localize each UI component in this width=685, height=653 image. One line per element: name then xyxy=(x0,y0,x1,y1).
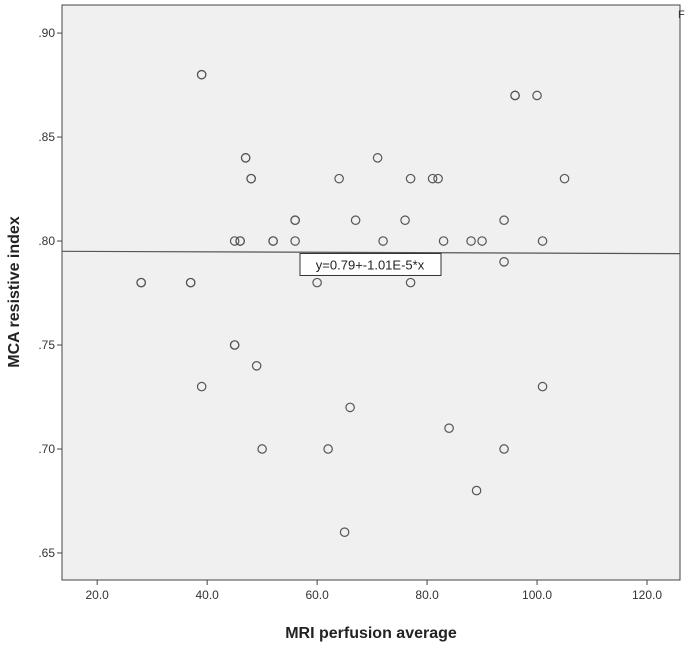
data-point xyxy=(185,277,196,288)
x-tick-label: 120.0 xyxy=(632,588,662,602)
data-point xyxy=(405,277,416,288)
data-point xyxy=(246,173,256,184)
data-point xyxy=(257,444,267,454)
data-point xyxy=(290,215,300,226)
data-point xyxy=(438,236,449,246)
y-tick-label: .85 xyxy=(38,130,55,144)
data-point xyxy=(466,236,476,246)
data-point xyxy=(499,444,509,454)
data-point xyxy=(196,381,207,392)
data-point xyxy=(229,340,240,350)
y-tick-label: .80 xyxy=(38,234,55,248)
data-point xyxy=(312,277,322,288)
y-axis-label: MCA resistive index xyxy=(6,216,23,368)
data-point xyxy=(290,236,300,246)
data-point xyxy=(499,215,509,226)
data-point xyxy=(499,257,509,267)
data-point xyxy=(235,236,245,246)
y-tick-label: .75 xyxy=(38,338,55,352)
y-tick-label: .70 xyxy=(38,442,55,456)
data-point xyxy=(510,90,520,101)
data-point xyxy=(196,69,207,80)
data-point xyxy=(537,381,548,392)
x-tick-label: 20.0 xyxy=(86,588,110,602)
data-point xyxy=(427,173,438,184)
data-point xyxy=(372,153,383,163)
x-tick-label: 100.0 xyxy=(522,588,552,602)
x-axis-label: MRI perfusion average xyxy=(285,625,457,642)
corner-fragment: F xyxy=(678,9,685,21)
data-point xyxy=(477,236,487,246)
fit-equation-box xyxy=(299,252,442,276)
fit-equation: y=0.79+-1.01E-5*x xyxy=(316,257,425,272)
data-point xyxy=(378,236,388,246)
data-point xyxy=(240,153,251,163)
x-tick-label: 80.0 xyxy=(415,588,439,602)
data-point xyxy=(136,277,146,288)
data-point xyxy=(345,402,355,413)
data-point xyxy=(229,236,240,246)
fit-line xyxy=(61,250,681,255)
x-tick-label: 60.0 xyxy=(305,588,329,602)
data-point xyxy=(400,215,410,226)
y-tick-label: .90 xyxy=(38,26,55,40)
data-point xyxy=(251,361,262,371)
data-point xyxy=(268,236,278,246)
data-point xyxy=(339,527,350,537)
data-point xyxy=(537,236,548,246)
x-tick-label: 40.0 xyxy=(195,588,219,602)
data-point xyxy=(559,173,570,184)
data-point xyxy=(350,215,361,226)
y-tick-label: .65 xyxy=(38,546,55,560)
data-point xyxy=(323,444,333,454)
data-point xyxy=(433,173,443,184)
data-point xyxy=(532,90,542,101)
plot-area xyxy=(61,4,681,581)
data-point xyxy=(444,423,454,433)
data-point xyxy=(405,173,416,184)
data-point xyxy=(471,485,482,496)
data-point xyxy=(334,173,344,184)
